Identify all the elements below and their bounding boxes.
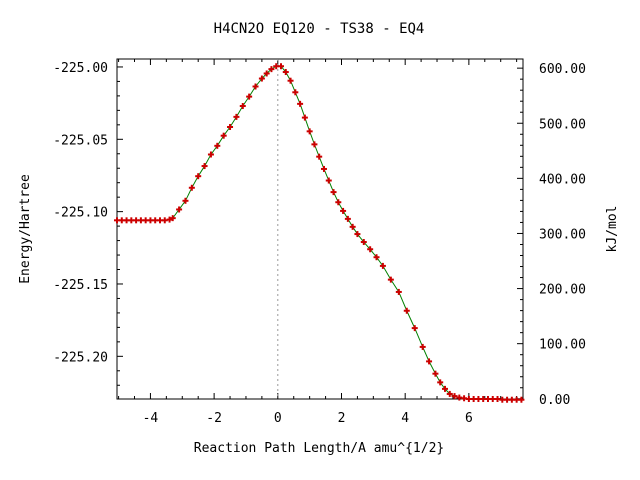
y-tick-label: -225.20	[53, 350, 108, 365]
data-point	[325, 177, 332, 184]
data-point	[287, 77, 294, 84]
x-tick-label: 0	[274, 411, 282, 426]
y-tick-label: -225.15	[53, 278, 108, 293]
y2-tick-label: 100.00	[539, 338, 586, 353]
y2-axis-label: kJ/mol	[605, 206, 620, 253]
y2-tick-label: 300.00	[539, 227, 586, 242]
data-point	[379, 262, 386, 269]
y2-tick-label: 200.00	[539, 283, 586, 298]
data-point	[330, 189, 337, 196]
data-point	[297, 100, 304, 107]
data-point	[437, 379, 444, 386]
data-point	[301, 114, 308, 121]
y2-tick-label: 0.00	[539, 393, 570, 408]
data-point	[316, 153, 323, 160]
x-tick-label: 4	[401, 411, 409, 426]
data-point	[239, 103, 246, 110]
data-point	[292, 89, 299, 96]
data-point	[387, 276, 394, 283]
x-tick-label: 6	[465, 411, 473, 426]
data-point	[220, 132, 227, 139]
data-point	[214, 142, 221, 149]
data-point	[282, 69, 289, 76]
y2-tick-label: 500.00	[539, 117, 586, 132]
data-point	[349, 223, 356, 230]
data-point	[306, 128, 313, 135]
data-point	[268, 66, 275, 73]
data-point	[277, 63, 284, 70]
data-point	[182, 197, 189, 204]
data-point	[263, 70, 270, 77]
data-point	[340, 207, 347, 214]
data-point	[169, 215, 176, 222]
data-point	[451, 393, 458, 400]
series-line	[117, 65, 522, 401]
data-point	[446, 390, 453, 397]
data-point	[207, 151, 214, 158]
chart-title: H4CN2O EQ120 - TS38 - EQ4	[214, 21, 425, 37]
y-tick-label: -225.10	[53, 206, 108, 221]
y-tick-label: -225.05	[53, 133, 108, 148]
data-point	[344, 215, 351, 222]
y-tick-label: -225.00	[53, 61, 108, 76]
data-point	[411, 325, 418, 332]
data-point	[373, 254, 380, 261]
data-point	[419, 343, 426, 350]
y2-tick-label: 400.00	[539, 172, 586, 187]
data-point	[311, 141, 318, 148]
data-point	[335, 199, 342, 206]
data-point	[227, 124, 234, 130]
y-axis-label: Energy/Hartree	[18, 174, 33, 284]
y2-tick-label: 600.00	[539, 62, 586, 77]
data-point	[188, 184, 195, 191]
x-tick-label: 2	[338, 411, 346, 426]
plot-axes: -4 -2 0 2 4 6 -225.00 -225.05 -225.10 -225.15 -225…	[53, 58, 586, 426]
data-point	[201, 163, 208, 170]
plot-frame	[116, 58, 524, 400]
data-point	[395, 288, 402, 295]
data-point	[166, 216, 173, 223]
data-point	[432, 370, 439, 377]
data-point	[518, 396, 525, 403]
data-point	[195, 173, 202, 180]
data-point	[176, 206, 183, 213]
data-point	[258, 75, 265, 82]
data-point	[441, 385, 448, 392]
data-point	[360, 239, 367, 246]
x-axis-label: Reaction Path Length/A amu^{1/2}	[194, 441, 444, 456]
data-point	[367, 246, 374, 253]
data-point	[320, 165, 327, 172]
data-point	[252, 83, 259, 90]
data-point	[354, 231, 361, 238]
data-point	[246, 93, 253, 100]
data-point	[426, 358, 433, 365]
x-tick-label: -2	[206, 411, 222, 426]
data-point	[233, 113, 240, 120]
x-tick-label: -4	[143, 411, 159, 426]
data-point	[403, 307, 410, 314]
series-layer	[114, 63, 525, 403]
